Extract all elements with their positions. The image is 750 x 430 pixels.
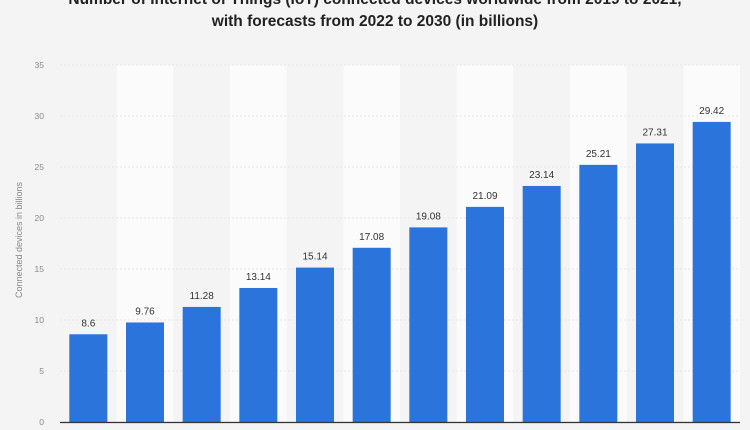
- data-label: 25.21: [586, 149, 611, 160]
- bar: [579, 164, 618, 422]
- data-label: 27.31: [642, 127, 667, 138]
- bar: [466, 206, 504, 422]
- y-tick-label: 15: [35, 264, 45, 274]
- y-tick-label: 20: [35, 213, 45, 223]
- data-label: 8.6: [81, 318, 95, 329]
- bar: [239, 287, 278, 422]
- chart-title-line-2: with forecasts from 2022 to 2030 (in bil…: [211, 13, 539, 30]
- bar: [692, 121, 731, 422]
- bar: [522, 185, 561, 422]
- bar: [182, 306, 221, 422]
- y-tick-label: 10: [35, 315, 45, 325]
- bar: [296, 267, 334, 422]
- y-tick-label: 5: [39, 366, 44, 376]
- data-label: 17.08: [359, 232, 384, 243]
- data-label: 19.08: [416, 211, 441, 222]
- y-tick-label: 30: [35, 111, 45, 121]
- y-tick-label: 35: [35, 60, 45, 70]
- data-label: 13.14: [246, 272, 271, 283]
- chart-title-line-1: Number of Internet of Things (IoT) conne…: [0, 0, 750, 9]
- bar: [69, 334, 108, 422]
- data-label: 9.76: [135, 306, 155, 317]
- data-label: 11.28: [190, 291, 215, 302]
- data-label: 29.42: [699, 106, 724, 117]
- data-label: 15.14: [302, 252, 327, 263]
- data-label: 21.09: [472, 191, 497, 202]
- bar: [409, 227, 448, 422]
- bar: [126, 322, 164, 422]
- bar: [636, 143, 674, 423]
- y-tick-label: 25: [35, 162, 45, 172]
- y-tick-label: 0: [39, 417, 44, 427]
- bar: [352, 247, 391, 422]
- data-label: 23.14: [529, 170, 554, 181]
